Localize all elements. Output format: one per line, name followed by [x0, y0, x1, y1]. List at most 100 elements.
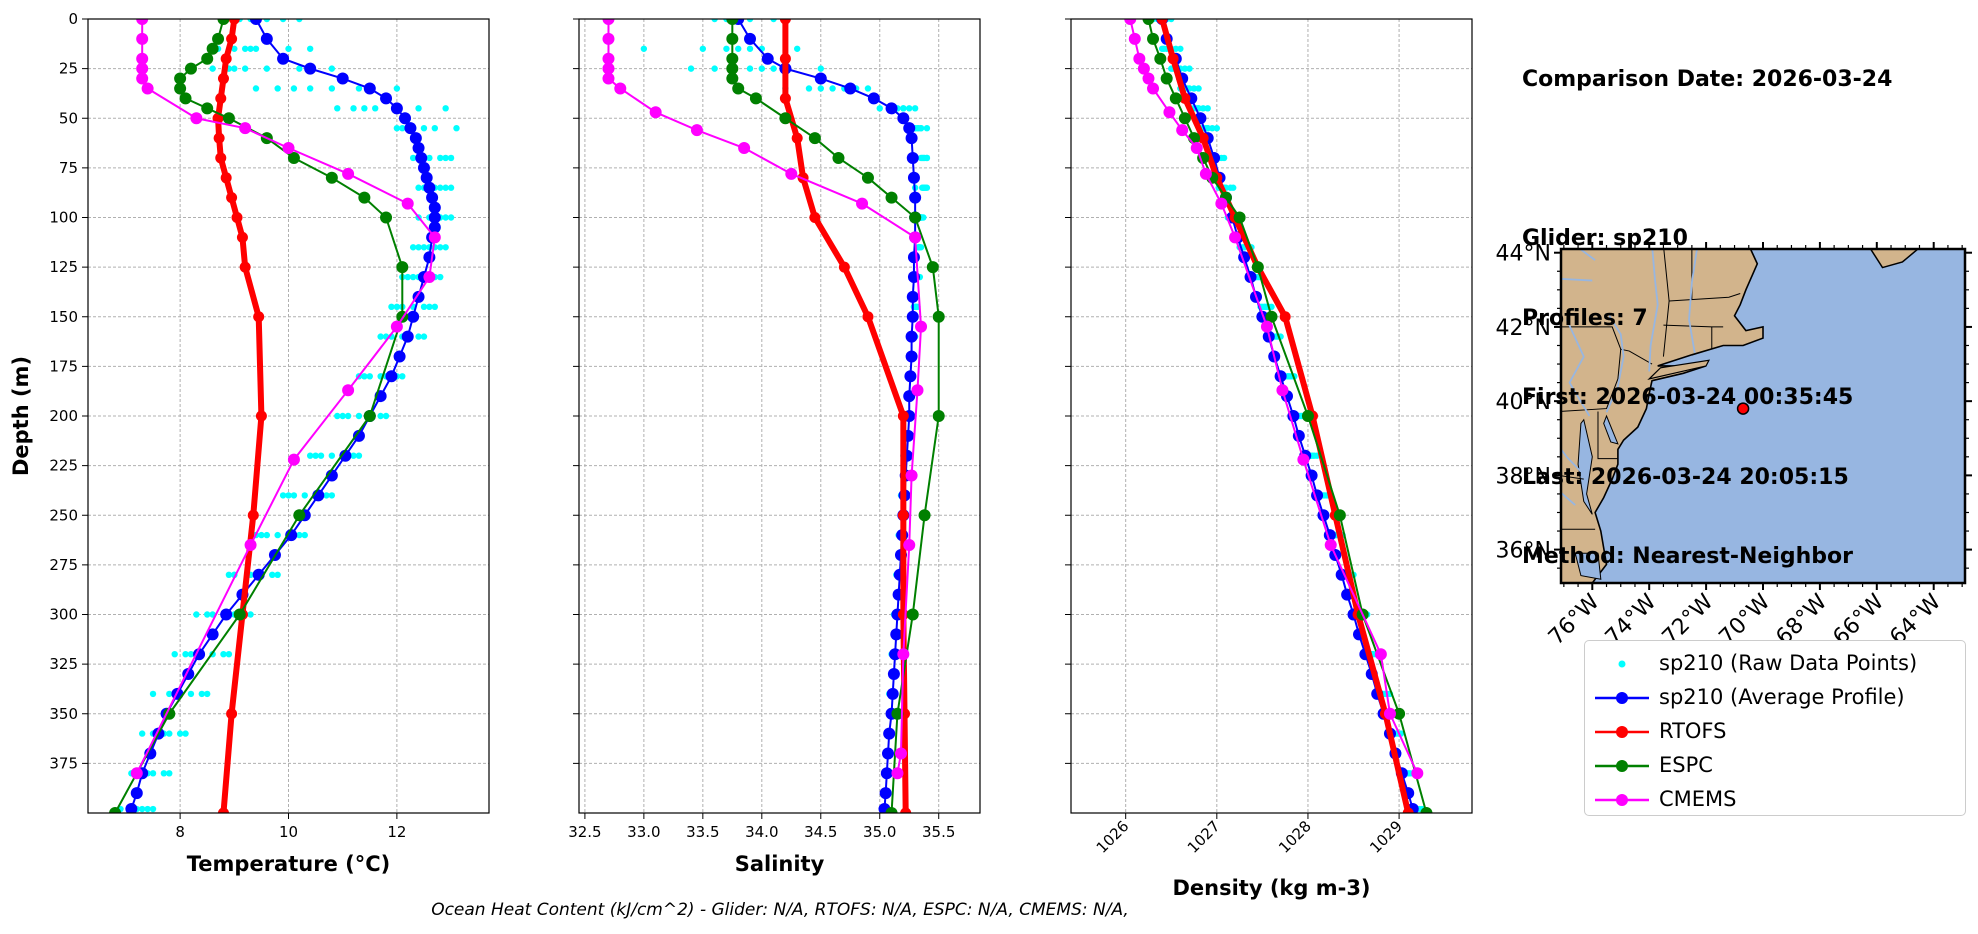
raw-data-point: [393, 303, 401, 311]
series-point-cmems: [1124, 19, 1137, 25]
legend-swatch-raw: [1618, 660, 1626, 668]
series-point-rtofs: [220, 53, 232, 65]
series-point-sp210-average-profile: [428, 211, 441, 224]
series-point-sp210-average-profile: [905, 350, 918, 363]
raw-data-point: [377, 333, 384, 340]
series-point-cmems: [244, 539, 257, 552]
nova-scotia: [1869, 249, 1920, 269]
series-point-sp210-average-profile: [339, 449, 352, 462]
series-point-sp210-average-profile: [879, 787, 892, 800]
raw-data-point: [1213, 124, 1221, 132]
series-point-cmems: [690, 124, 703, 137]
series-point-sp210-average-profile: [417, 161, 430, 174]
series-point-espc: [861, 171, 874, 184]
series-point-espc: [779, 112, 792, 125]
series-point-cmems: [1324, 539, 1337, 552]
series-point-sp210-average-profile: [905, 132, 918, 145]
river: [1561, 447, 1582, 473]
last-time: Last: 2026-03-24 20:05:15: [1522, 464, 1849, 490]
raw-data-point: [1230, 184, 1237, 191]
raw-data-point: [176, 730, 184, 737]
series-point-sp210-average-profile: [909, 191, 922, 204]
series-point-espc: [726, 32, 739, 45]
series-point-rtofs: [1402, 807, 1414, 813]
y-tick-label: 225: [49, 457, 78, 475]
series-point-cmems: [891, 767, 904, 780]
raw-data-point: [149, 690, 157, 698]
legend-item-average: sp210 (Average Profile): [1585, 681, 1965, 715]
raw-data-point: [409, 244, 417, 251]
series-point-cmems: [1176, 124, 1189, 137]
series-point-rtofs: [226, 192, 238, 204]
series-point-sp210-average-profile: [428, 201, 441, 214]
raw-data-point: [900, 105, 907, 112]
series-point-sp210-average-profile: [399, 112, 412, 125]
series-point-cmems: [1163, 106, 1176, 119]
series-point-rtofs: [226, 708, 238, 720]
raw-data-point: [323, 492, 330, 499]
raw-data-point: [920, 154, 927, 162]
series-point-sp210-average-profile: [1335, 568, 1348, 581]
raw-data-point: [758, 65, 766, 72]
raw-data-point: [388, 303, 395, 311]
series-point-cmems: [614, 82, 627, 95]
x-tick-label: 10: [279, 823, 298, 841]
state-border: [1669, 293, 1741, 302]
legend-item-rtofs: RTOFS: [1585, 715, 1965, 749]
pamlico-sound: [1574, 552, 1602, 580]
series-point-espc: [932, 410, 945, 422]
state-border: [1597, 411, 1618, 460]
series-point-rtofs: [255, 410, 267, 422]
series-point-espc: [206, 42, 219, 55]
series-point-cmems: [785, 167, 798, 180]
series-point-cmems: [136, 62, 149, 75]
raw-data-point: [393, 124, 401, 132]
map-lat-label: 38°N: [1496, 464, 1551, 489]
legend-label-espc: ESPC: [1659, 753, 1713, 777]
map-lat-label: 42°N: [1496, 316, 1551, 341]
series-point-espc: [174, 82, 187, 95]
series-point-espc: [726, 19, 739, 25]
delaware-bay: [1603, 414, 1619, 445]
raw-data-point: [328, 85, 336, 92]
raw-data-point: [1195, 85, 1202, 92]
raw-data-point: [252, 85, 260, 92]
series-point-cmems: [136, 72, 149, 85]
density-panel: 1026 1027 1028 1029 Density (kg m-3): [1065, 18, 1473, 900]
series-point-sp210-average-profile: [907, 171, 920, 184]
raw-data-point: [442, 184, 449, 191]
raw-data-point: [876, 105, 883, 112]
series-point-cmems: [856, 197, 869, 210]
series-point-espc: [808, 132, 821, 145]
raw-data-point: [404, 273, 411, 281]
series-point-sp210-average-profile: [336, 72, 349, 85]
x-tick-label: 1026: [1093, 817, 1133, 857]
raw-data-point: [735, 45, 742, 52]
series-point-sp210-average-profile: [401, 330, 414, 343]
series-point-cmems: [649, 106, 662, 119]
series-point-sp210-average-profile: [125, 803, 138, 813]
raw-data-point: [355, 85, 363, 92]
series-point-sp210-average-profile: [882, 747, 895, 760]
x-tick-label: 12: [387, 823, 406, 841]
series-point-sp210-average-profile: [906, 151, 919, 164]
legend-swatch-cmems: [1595, 794, 1649, 806]
raw-data-point: [393, 85, 401, 92]
series-point-espc: [1333, 509, 1346, 522]
series-point-espc: [1142, 19, 1155, 25]
raw-data-point: [711, 19, 718, 23]
x-tick-label: 35.0: [863, 823, 896, 841]
series-point-sp210-average-profile: [260, 32, 273, 45]
series-point-sp210-average-profile: [407, 310, 420, 323]
series-point-sp210-average-profile: [363, 82, 376, 95]
ocean-heat-content-note: Ocean Heat Content (kJ/cm^2) - Glider: N…: [431, 900, 1129, 920]
series-point-espc: [222, 112, 235, 125]
series-point-sp210-average-profile: [744, 32, 757, 45]
series-point-sp210-average-profile: [897, 112, 910, 125]
raw-data-point: [285, 45, 292, 52]
legend-swatch-rtofs: [1595, 726, 1649, 738]
river: [1561, 277, 1593, 282]
series-point-cmems: [897, 648, 910, 661]
raw-data-point: [361, 373, 368, 380]
series-point-espc: [363, 410, 376, 422]
